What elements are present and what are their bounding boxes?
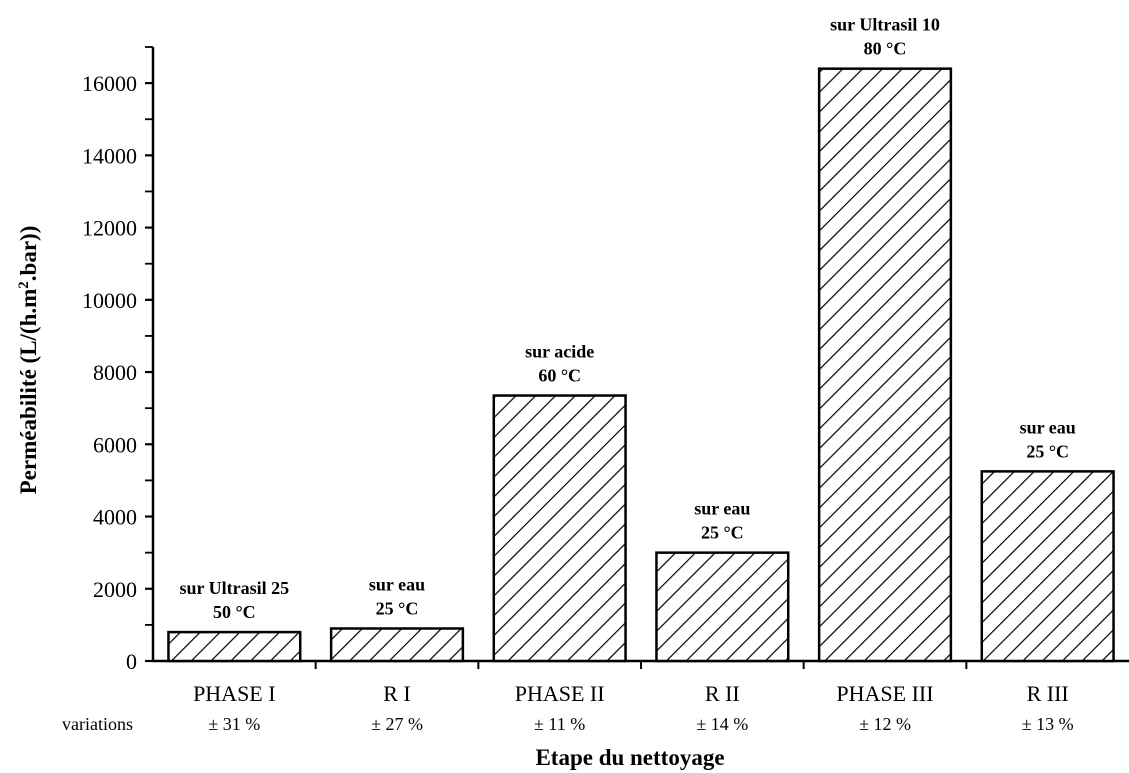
y-ticks: 0 2000 4000 6000 8000 10000 12000 14000 16000 — [82, 46, 153, 674]
y-axis-title: Perméabilité (L/(h.m2.bar)) — [16, 226, 41, 495]
bar-annotation: sur Ultrasil 10 — [830, 15, 940, 35]
x-tick-label: R II — [705, 681, 740, 706]
bar — [329, 627, 465, 663]
bar-annotation: 25 °C — [376, 598, 419, 618]
variation-value: ± 31 % — [208, 714, 260, 734]
variation-value: ± 11 % — [534, 714, 585, 734]
y-tick-label: 8000 — [93, 360, 137, 385]
bar — [817, 67, 953, 663]
variation-value: ± 14 % — [696, 714, 748, 734]
bar-annotation: 60 °C — [538, 366, 581, 386]
bar — [655, 551, 790, 663]
y-tick-label: 4000 — [93, 505, 137, 530]
x-tick-label: PHASE III — [836, 681, 933, 706]
bar-annotation: sur eau — [369, 574, 425, 594]
y-tick-label: 12000 — [82, 216, 137, 241]
x-tick-label: R III — [1027, 681, 1069, 706]
bar — [167, 630, 302, 663]
bar — [492, 394, 627, 663]
bar-annotation: sur eau — [694, 499, 750, 519]
bar-annotation: 25 °C — [701, 523, 744, 543]
x-tick-label: PHASE II — [515, 681, 605, 706]
bar-annotation: sur eau — [1020, 417, 1076, 437]
bar-annotation: sur Ultrasil 25 — [179, 578, 289, 598]
x-axis-title: Etape du nettoyage — [535, 745, 724, 770]
bar-annotation: 80 °C — [864, 39, 907, 59]
bar-annotation: 25 °C — [1026, 441, 1069, 461]
variation-value: ± 27 % — [371, 714, 423, 734]
variation-value: ± 12 % — [859, 714, 911, 734]
y-tick-label: 16000 — [82, 71, 137, 96]
y-tick-label: 0 — [126, 649, 137, 674]
y-tick-label: 6000 — [93, 432, 137, 457]
bar-annotation: 50 °C — [213, 602, 256, 622]
x-labels: PHASE I ± 31 % R I ± 27 % PHASE II ± 11 % R II… — [193, 661, 1074, 734]
x-tick-label: R I — [383, 681, 411, 706]
bars: sur Ultrasil 25 50 °C sur eau 25 °C sur acid… — [167, 15, 1115, 663]
bar — [980, 470, 1115, 663]
y-tick-label: 10000 — [82, 288, 137, 313]
bar-annotation: sur acide — [525, 342, 594, 362]
y-tick-label: 2000 — [93, 577, 137, 602]
y-tick-label: 14000 — [82, 143, 137, 168]
x-tick-label: PHASE I — [193, 681, 276, 706]
variation-value: ± 13 % — [1022, 714, 1074, 734]
variations-label: variations — [62, 714, 133, 734]
